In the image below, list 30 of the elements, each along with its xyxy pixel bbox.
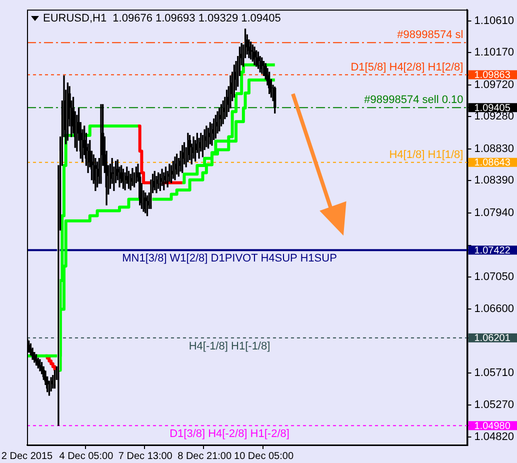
y-tick-label: 1.07422 [474, 245, 511, 256]
ref-line-label: MN1[3/8] W1[2/8] D1PIVOT H4SUP H1SUP [122, 252, 337, 265]
ref-line-label: #98998574 sl [397, 29, 464, 42]
ref-line-label: H4[1/8] H1[1/8] [389, 148, 464, 161]
y-tick-label: 1.08390 [474, 174, 514, 187]
y-tick-label: 1.08643 [474, 158, 511, 169]
y-tick-label: 1.05710 [474, 367, 514, 380]
y-tick-label: 1.07940 [474, 206, 514, 219]
x-tick-label: 10 Dec 05:00 [234, 450, 294, 462]
x-tick-label: 7 Dec 13:00 [118, 450, 173, 462]
y-tick-label: 1.10170 [474, 46, 514, 59]
ref-line-label: D1[5/8] H4[2/8] H1[2/8] [350, 61, 464, 74]
ref-line-label: #98998574 sell 0.10 [364, 94, 464, 106]
y-tick-label: 1.05270 [474, 398, 514, 411]
x-tick-label: 4 Dec 05:00 [59, 450, 114, 462]
y-tick-label: 1.07050 [474, 270, 514, 283]
y-tick-label: 1.09720 [474, 79, 514, 92]
x-tick-label: 8 Dec 21:00 [178, 450, 232, 462]
y-tick-label: 1.09863 [474, 70, 511, 82]
y-tick-label: 1.06201 [474, 333, 511, 344]
x-tick-label: 2 Dec 2015 [1, 450, 54, 462]
y-tick-label: 1.04980 [474, 420, 511, 432]
ref-line-label: D1[3/8] H4[-2/8] H1[-2/8] [170, 428, 290, 440]
y-tick-label: 1.08830 [474, 143, 514, 156]
y-tick-label: 1.04820 [474, 431, 514, 444]
y-tick-label: 1.10610 [474, 15, 514, 28]
chart-title: EURUSD,H1 1.09676 1.09693 1.09329 1.09405 [43, 12, 281, 25]
y-tick-label: 1.06600 [474, 303, 514, 316]
ref-line-label: H4[-1/8] H1[-1/8] [188, 340, 270, 352]
y-tick-label: 1.09280 [474, 110, 514, 123]
